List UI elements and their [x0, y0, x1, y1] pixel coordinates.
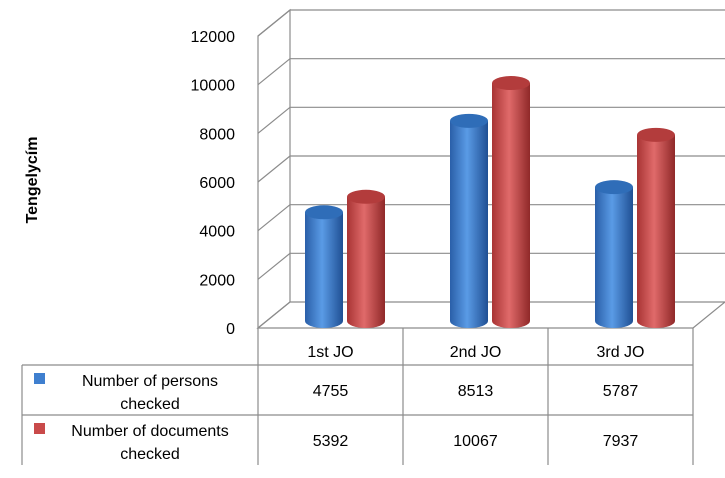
legend-label: Number of documents checked [71, 423, 228, 463]
bars [305, 76, 675, 328]
bar-top [492, 76, 530, 91]
bar-body [450, 120, 488, 328]
data-label: 5392 [313, 433, 349, 450]
y-tick-label: 8000 [199, 126, 235, 143]
bar-top [305, 205, 343, 220]
bar [305, 205, 343, 328]
category-label: 3rd JO [596, 344, 644, 361]
gridline [257, 155, 725, 183]
bar-top [595, 180, 633, 195]
y-axis-ticks: 0 2000 4000 6000 8000 10000 12000 [191, 29, 236, 338]
data-label: 7937 [603, 433, 639, 450]
bar-top [450, 113, 488, 128]
y-tick-label: 10000 [191, 78, 236, 95]
bar-top [637, 127, 675, 142]
bar [595, 180, 633, 328]
data-label: 10067 [453, 433, 498, 450]
y-tick-label: 4000 [199, 224, 235, 241]
category-label: 2nd JO [450, 344, 502, 361]
bar-body [492, 83, 530, 328]
bar-top [347, 189, 385, 204]
y-tick-label: 0 [226, 321, 235, 338]
data-label: 5787 [603, 383, 639, 400]
y-tick-label: 12000 [191, 29, 236, 46]
data-label: 8513 [458, 383, 494, 400]
data-table: 1st JO 2nd JO 3rd JO Number of persons check… [21, 328, 694, 465]
gridlines [257, 9, 725, 280]
category-label: 1st JO [307, 344, 353, 361]
gridline [257, 58, 725, 86]
bar-body [595, 187, 633, 328]
legend-label: Number of persons checked [82, 373, 218, 413]
y-tick-label: 2000 [199, 272, 235, 289]
y-tick-label: 6000 [199, 175, 235, 192]
gridline [257, 252, 725, 280]
y-axis-label: Tengelycím [24, 137, 41, 224]
bar-body [637, 134, 675, 328]
gridline [257, 9, 725, 37]
bar [450, 113, 488, 328]
legend-swatch [34, 373, 45, 384]
data-label: 4755 [313, 383, 349, 400]
bar [492, 76, 530, 328]
bar-body [347, 196, 385, 328]
gridline [257, 106, 725, 134]
bar-body [305, 212, 343, 328]
bar [637, 127, 675, 328]
legend-swatch [34, 423, 45, 434]
bar [347, 189, 385, 328]
gridline [257, 204, 725, 232]
